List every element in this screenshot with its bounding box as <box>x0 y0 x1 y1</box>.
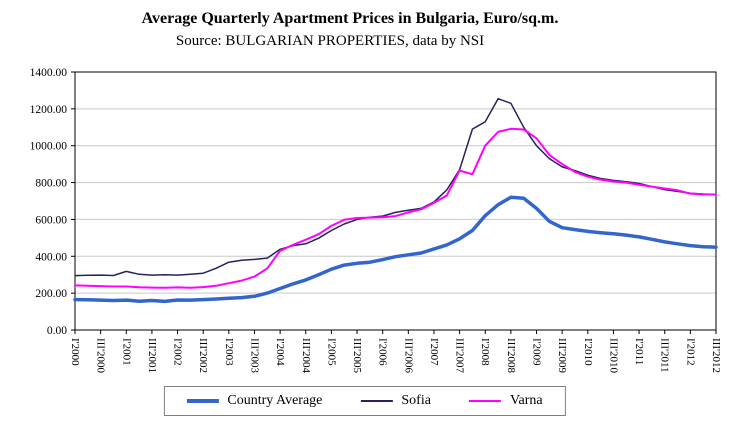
y-axis-label: 1000.00 <box>30 141 68 153</box>
x-axis-label: III'2010 <box>607 338 619 373</box>
series-line-country-average <box>73 195 718 304</box>
x-axis-label: I'2011 <box>633 338 645 365</box>
legend-label-sofia: Sofia <box>401 393 431 408</box>
series-line-sofia <box>74 97 717 277</box>
x-axis-label: I'2008 <box>479 338 491 366</box>
x-axis-label: III'2006 <box>402 338 414 373</box>
x-axis-label: I'2002 <box>172 338 184 366</box>
x-axis-label: I'2006 <box>377 338 389 366</box>
legend-label-varna: Varna <box>509 393 543 408</box>
plot-svg: 0.00 200.00 400.00 600.00 800.00 1000.00 1200.… <box>30 67 722 373</box>
x-axis-label: I'2004 <box>274 338 286 366</box>
x-axis-label: III'2012 <box>710 338 722 373</box>
legend-item-country-average: Country Average <box>186 393 322 409</box>
x-axis-label: III'2005 <box>351 338 363 373</box>
y-axis-label: 1400.00 <box>30 67 68 79</box>
x-axis-label: I'2010 <box>582 338 594 366</box>
y-axis-label: 0.00 <box>47 325 67 337</box>
legend-label-country-average: Country Average <box>227 393 323 408</box>
varna-line-sample-icon <box>468 400 501 402</box>
y-axis-label: 600.00 <box>35 214 67 226</box>
x-axis-label: I'2001 <box>120 338 132 366</box>
chart-title: Average Quarterly Apartment Prices in Bu… <box>141 10 559 27</box>
chart-subtitle: Source: BULGARIAN PROPERTIES, data by NS… <box>175 33 485 49</box>
y-axis-label: 1200.00 <box>30 104 68 116</box>
sofia-line-sample-icon <box>360 400 393 402</box>
x-axis-label: I'2005 <box>325 338 337 366</box>
x-axis-label: III'2011 <box>659 338 671 373</box>
y-axis-label: 400.00 <box>35 251 67 263</box>
x-axis-label: III'2008 <box>505 338 517 373</box>
series-line-varna <box>74 127 717 289</box>
x-axis-label: III'2004 <box>300 338 312 373</box>
x-axis-label: I'2000 <box>69 338 81 366</box>
legend: Country Average Sofia Varna <box>163 386 566 416</box>
x-axis-label: I'2012 <box>684 338 696 366</box>
plot-border <box>74 71 717 331</box>
x-axis-label: I'2003 <box>223 338 235 366</box>
x-axis-label: I'2009 <box>531 338 543 366</box>
x-axis-label: I'2007 <box>428 338 440 366</box>
y-axis-label: 200.00 <box>35 288 67 300</box>
x-axis-label: III'2002 <box>197 338 209 373</box>
x-axis-label: III'2007 <box>454 338 466 373</box>
x-axis-label: III'2001 <box>146 338 158 373</box>
legend-item-sofia: Sofia <box>360 393 431 409</box>
legend-item-varna: Varna <box>468 393 543 409</box>
y-axis-label: 800.00 <box>35 178 67 190</box>
x-axis-label: III'2000 <box>95 338 107 373</box>
x-axis-label: III'2009 <box>556 338 568 373</box>
country-average-line-sample-icon <box>186 399 219 403</box>
x-axis-label: III'2003 <box>248 338 260 373</box>
